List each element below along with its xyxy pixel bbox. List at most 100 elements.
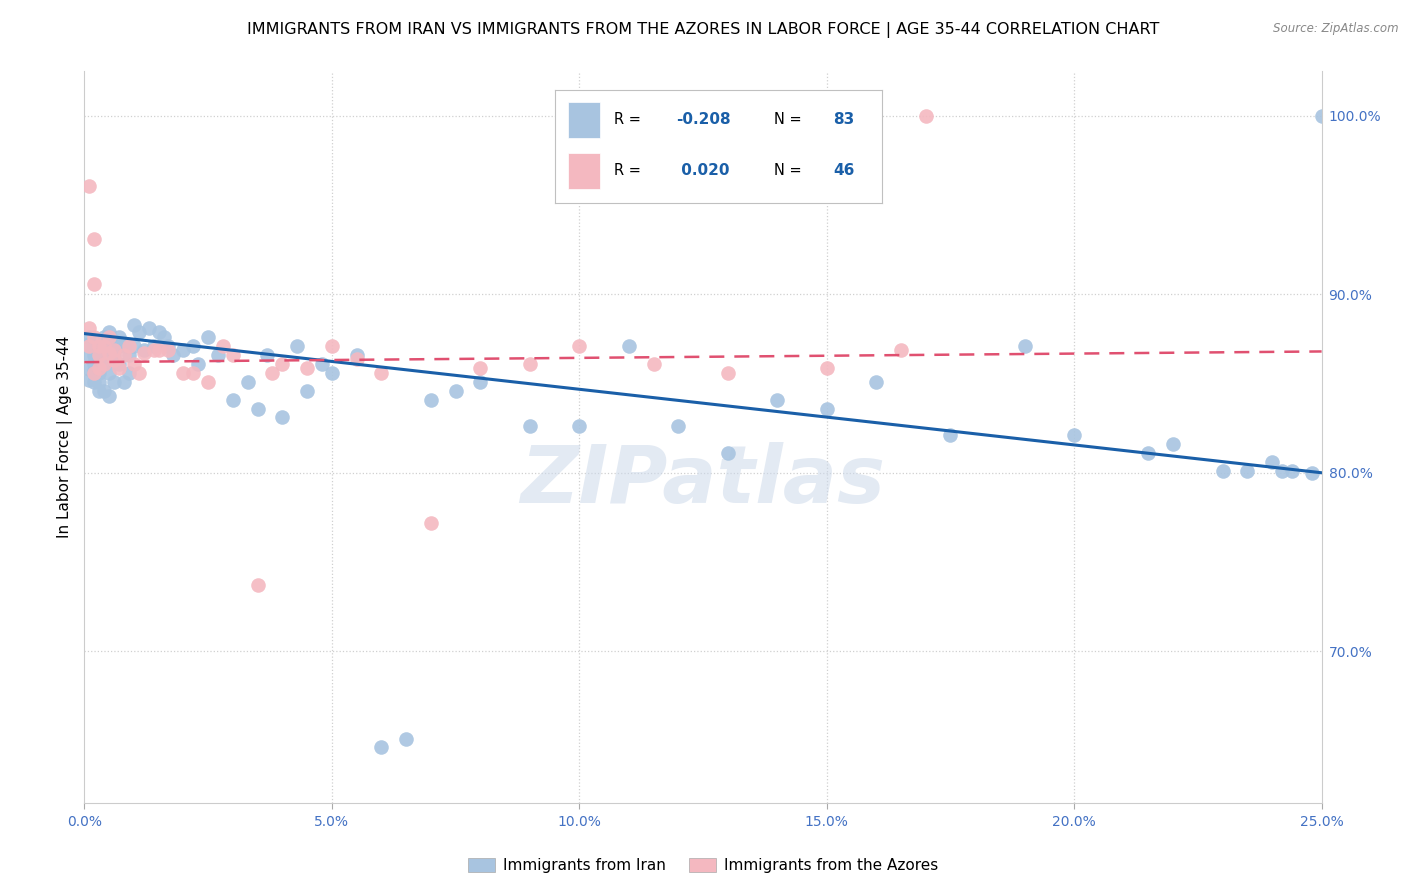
Point bbox=[717, 446, 740, 460]
Point bbox=[395, 731, 418, 746]
Point bbox=[236, 375, 259, 389]
Point bbox=[519, 419, 541, 434]
Point bbox=[246, 578, 269, 592]
Point bbox=[89, 366, 111, 380]
Point bbox=[103, 348, 125, 362]
Point bbox=[1301, 466, 1323, 480]
Y-axis label: In Labor Force | Age 35-44: In Labor Force | Age 35-44 bbox=[58, 336, 73, 538]
Point bbox=[93, 330, 115, 344]
Point bbox=[142, 343, 165, 357]
Point bbox=[568, 339, 591, 353]
Point bbox=[346, 351, 368, 366]
Point bbox=[98, 325, 121, 339]
Point bbox=[93, 357, 115, 371]
Point bbox=[370, 366, 392, 380]
Point bbox=[419, 392, 441, 407]
Point bbox=[98, 389, 121, 403]
Point bbox=[103, 335, 125, 350]
Point bbox=[1271, 464, 1294, 478]
Point bbox=[93, 357, 115, 371]
Point bbox=[83, 364, 105, 378]
Point bbox=[83, 277, 105, 291]
Point bbox=[122, 357, 145, 371]
Point bbox=[1014, 339, 1036, 353]
Point bbox=[666, 419, 689, 434]
Point bbox=[212, 339, 235, 353]
Point bbox=[1161, 437, 1184, 451]
Point bbox=[79, 339, 101, 353]
Point bbox=[181, 339, 204, 353]
Point bbox=[766, 392, 789, 407]
Point bbox=[98, 343, 121, 357]
Point bbox=[93, 384, 115, 398]
Point bbox=[914, 109, 936, 123]
Point bbox=[1236, 464, 1258, 478]
Point bbox=[93, 339, 115, 353]
Point bbox=[89, 384, 111, 398]
Point bbox=[108, 360, 131, 375]
Point bbox=[148, 343, 170, 357]
Point bbox=[197, 330, 219, 344]
Point bbox=[222, 348, 245, 362]
Point bbox=[815, 360, 838, 375]
Point bbox=[295, 360, 318, 375]
Point bbox=[83, 232, 105, 246]
Point bbox=[83, 339, 105, 353]
Text: ZIPatlas: ZIPatlas bbox=[520, 442, 886, 520]
Point bbox=[89, 343, 111, 357]
Point bbox=[83, 357, 105, 371]
Point bbox=[157, 343, 180, 357]
Text: Source: ZipAtlas.com: Source: ZipAtlas.com bbox=[1274, 22, 1399, 36]
Point bbox=[865, 375, 887, 389]
Point bbox=[79, 373, 101, 387]
Point bbox=[93, 339, 115, 353]
Point bbox=[157, 339, 180, 353]
Point bbox=[112, 339, 135, 353]
Point bbox=[83, 348, 105, 362]
Point bbox=[148, 325, 170, 339]
Point bbox=[617, 339, 640, 353]
Point bbox=[79, 337, 101, 351]
Point bbox=[1137, 446, 1160, 460]
Point bbox=[815, 401, 838, 416]
Point bbox=[321, 366, 343, 380]
Point bbox=[108, 339, 131, 353]
Point bbox=[108, 357, 131, 371]
Point bbox=[108, 330, 131, 344]
Point bbox=[187, 357, 209, 371]
Point bbox=[271, 410, 294, 425]
Point bbox=[271, 357, 294, 371]
Point bbox=[89, 353, 111, 368]
Point bbox=[79, 178, 101, 193]
Point bbox=[162, 348, 184, 362]
Point bbox=[1281, 464, 1303, 478]
Point bbox=[321, 339, 343, 353]
Point bbox=[118, 348, 141, 362]
Point bbox=[222, 392, 245, 407]
Point bbox=[207, 348, 229, 362]
Point bbox=[1063, 428, 1085, 442]
Point bbox=[98, 346, 121, 360]
Point bbox=[643, 357, 665, 371]
Point bbox=[1261, 455, 1284, 469]
Point bbox=[181, 366, 204, 380]
Point bbox=[470, 360, 492, 375]
Text: IMMIGRANTS FROM IRAN VS IMMIGRANTS FROM THE AZORES IN LABOR FORCE | AGE 35-44 CO: IMMIGRANTS FROM IRAN VS IMMIGRANTS FROM … bbox=[247, 22, 1159, 38]
Point bbox=[98, 366, 121, 380]
Point bbox=[262, 366, 284, 380]
Point bbox=[122, 339, 145, 353]
Point bbox=[172, 366, 194, 380]
Point bbox=[311, 357, 333, 371]
Point bbox=[172, 343, 194, 357]
Point bbox=[197, 375, 219, 389]
Point bbox=[939, 428, 962, 442]
Point bbox=[118, 339, 141, 353]
Point bbox=[890, 343, 912, 357]
Point bbox=[132, 343, 155, 357]
Point bbox=[346, 348, 368, 362]
Point bbox=[112, 375, 135, 389]
Point bbox=[103, 343, 125, 357]
Point bbox=[112, 348, 135, 362]
Point bbox=[128, 325, 150, 339]
Point bbox=[568, 419, 591, 434]
